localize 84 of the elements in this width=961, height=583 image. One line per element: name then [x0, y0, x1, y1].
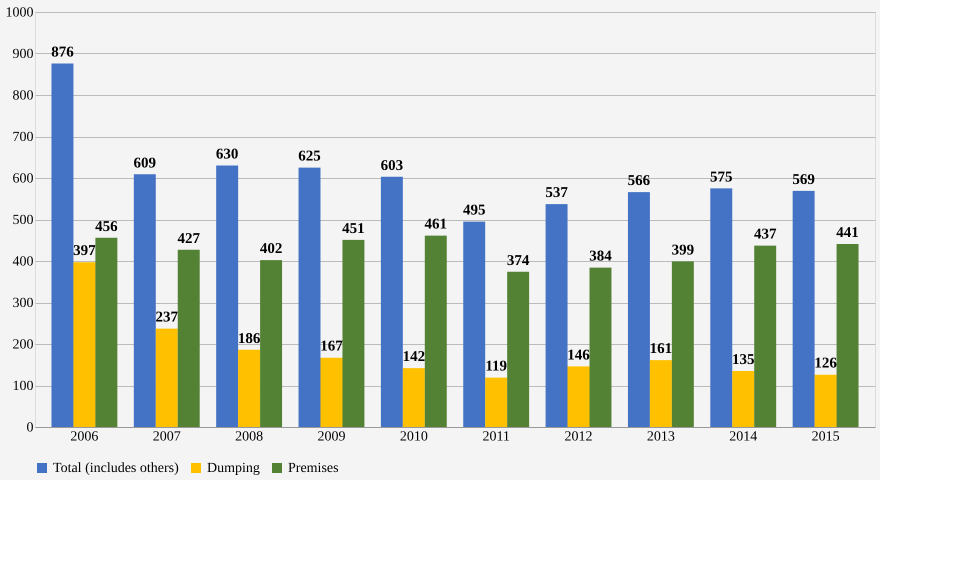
y-tick-label: 600 — [12, 172, 34, 186]
x-tick-label: 2011 — [482, 430, 510, 444]
legend-label: Total (includes others) — [53, 461, 180, 476]
data-label: 397 — [73, 243, 96, 260]
data-label: 402 — [260, 241, 282, 258]
data-label: 630 — [216, 146, 238, 163]
data-label: 495 — [462, 202, 486, 219]
data-label: 399 — [672, 242, 694, 258]
bar — [507, 272, 530, 427]
bar — [402, 368, 425, 427]
data-label: 625 — [298, 148, 321, 165]
bar — [156, 328, 178, 427]
bar — [754, 246, 776, 427]
x-tick-label: 2006 — [70, 430, 98, 444]
bar — [590, 268, 612, 427]
data-label: 566 — [628, 173, 651, 190]
data-label: 186 — [238, 330, 261, 347]
data-label: 427 — [177, 230, 200, 247]
bar — [836, 244, 859, 427]
y-tick-label: 0 — [26, 420, 34, 436]
data-label: 575 — [710, 169, 733, 186]
bar — [260, 260, 282, 427]
y-tick-label: 700 — [12, 130, 34, 145]
bar — [178, 250, 200, 427]
bar — [650, 360, 672, 427]
bar — [792, 190, 815, 427]
y-tick-label: 400 — [12, 254, 34, 270]
data-label: 603 — [380, 158, 404, 174]
bar — [298, 168, 320, 427]
x-tick-label: 2007 — [152, 430, 181, 444]
bar — [73, 262, 96, 427]
bar — [380, 176, 403, 427]
y-tick-label: 800 — [12, 88, 34, 104]
data-label: 537 — [545, 185, 568, 202]
bar — [710, 188, 732, 427]
bar — [320, 358, 342, 427]
bar — [134, 174, 156, 427]
data-label: 142 — [402, 349, 426, 366]
bar — [238, 350, 260, 427]
x-tick-label: 2013 — [646, 430, 675, 444]
data-label: 456 — [95, 218, 118, 235]
data-label: 437 — [754, 226, 777, 243]
x-tick-label: 2014 — [729, 430, 758, 444]
x-tick-label: 2010 — [400, 430, 428, 444]
data-label: 161 — [650, 341, 672, 358]
bar — [628, 192, 650, 427]
bar — [485, 378, 508, 427]
data-label: 237 — [156, 310, 179, 326]
data-label: 451 — [342, 220, 365, 237]
bar — [568, 366, 590, 427]
data-label: 135 — [732, 352, 754, 368]
legend-label: Premises — [288, 461, 339, 476]
bar — [95, 238, 118, 427]
bar — [342, 240, 364, 427]
y-tick-label: 1000 — [6, 6, 34, 20]
data-label: 569 — [792, 172, 815, 188]
y-tick-label: 500 — [12, 213, 34, 228]
bar — [216, 166, 238, 427]
data-label: 126 — [814, 356, 838, 372]
data-label: 609 — [134, 155, 156, 172]
data-label: 461 — [424, 216, 448, 233]
x-tick-label: 2015 — [812, 430, 840, 444]
data-label: 441 — [836, 224, 859, 241]
bar — [672, 261, 694, 427]
x-tick-label: 2012 — [564, 430, 593, 444]
x-tick-label: 2009 — [317, 430, 346, 444]
y-tick-label: 200 — [12, 338, 34, 352]
data-label: 119 — [485, 358, 508, 375]
y-tick-label: 300 — [12, 296, 34, 311]
bar — [546, 204, 568, 427]
data-label: 384 — [589, 248, 612, 265]
data-label: 167 — [320, 338, 344, 355]
bar — [814, 374, 837, 427]
bar — [463, 222, 486, 427]
data-label: 876 — [51, 44, 74, 60]
x-tick-label: 2008 — [235, 430, 264, 444]
bar — [424, 236, 447, 427]
data-label: 146 — [567, 347, 590, 364]
bar — [732, 370, 754, 427]
y-tick-label: 100 — [12, 379, 34, 394]
legend-label: Dumping — [207, 461, 260, 476]
bar — [51, 63, 74, 427]
y-tick-label: 900 — [12, 47, 34, 62]
data-label: 374 — [506, 252, 530, 269]
